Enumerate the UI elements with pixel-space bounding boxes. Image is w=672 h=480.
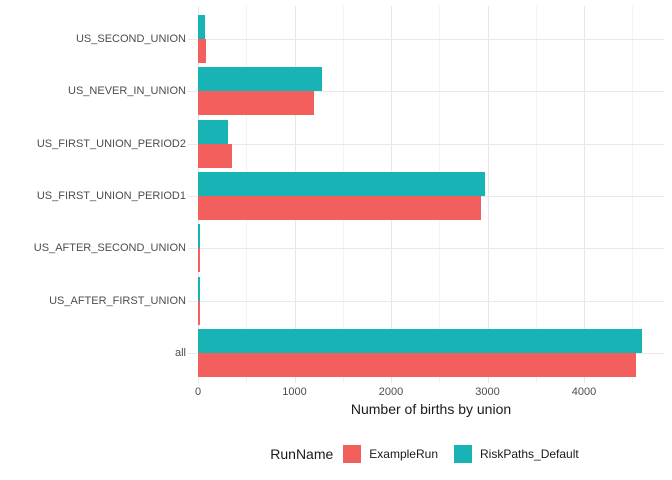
bar-riskpaths_default bbox=[198, 15, 205, 39]
grid-line-vertical-major bbox=[487, 6, 489, 383]
y-axis-label: US_AFTER_SECOND_UNION bbox=[33, 242, 186, 254]
y-axis-label: US_FIRST_UNION_PERIOD1 bbox=[36, 190, 186, 202]
bar-riskpaths_default bbox=[198, 67, 322, 91]
grid-line-vertical-major bbox=[584, 6, 585, 383]
grid-line-horizontal bbox=[188, 144, 664, 145]
legend-swatch bbox=[343, 445, 362, 463]
x-axis-tick-label: 2000 bbox=[378, 386, 404, 398]
legend-item-label: ExampleRun bbox=[369, 447, 438, 461]
legend-title: RunName bbox=[270, 446, 334, 462]
legend-item-label: RiskPaths_Default bbox=[480, 447, 579, 461]
y-axis-label: US_SECOND_UNION bbox=[75, 33, 186, 45]
x-axis-title: Number of births by union bbox=[350, 401, 512, 417]
bar-examplerun bbox=[198, 248, 200, 272]
legend-item: RiskPaths_Default bbox=[454, 445, 579, 463]
x-axis-tick-label: 4000 bbox=[571, 386, 597, 398]
bar-riskpaths_default bbox=[198, 277, 200, 301]
x-axis-tick-label: 1000 bbox=[282, 386, 307, 398]
bar-riskpaths_default bbox=[198, 224, 200, 248]
grid-line-horizontal bbox=[188, 248, 664, 249]
y-axis-label: US_AFTER_FIRST_UNION bbox=[49, 295, 186, 307]
y-axis: US_SECOND_UNION US_NEVER_IN_UNION US_FIRST… bbox=[0, 0, 186, 390]
plot-panel bbox=[188, 6, 664, 383]
bar-examplerun bbox=[198, 196, 481, 220]
bar-examplerun bbox=[198, 301, 200, 325]
bar-examplerun bbox=[198, 91, 314, 115]
bar-examplerun bbox=[198, 353, 637, 377]
grid-line-vertical-minor bbox=[535, 6, 537, 383]
y-axis-label: US_NEVER_IN_UNION bbox=[68, 85, 186, 97]
legend-item: ExampleRun bbox=[343, 445, 438, 463]
grid-line-vertical-minor bbox=[632, 6, 634, 383]
x-axis-tick-label: 3000 bbox=[475, 386, 500, 398]
grid-line-horizontal bbox=[188, 39, 664, 40]
legend-items: ExampleRun RiskPaths_Default bbox=[343, 445, 579, 463]
legend-swatch bbox=[454, 445, 472, 463]
bar-riskpaths_default bbox=[198, 120, 228, 144]
bar-examplerun bbox=[198, 144, 232, 168]
grid-line-horizontal bbox=[188, 91, 664, 92]
legend: RunName ExampleRun RiskPaths_Default bbox=[185, 443, 664, 465]
bar-riskpaths_default bbox=[198, 329, 642, 353]
grid-line-horizontal bbox=[188, 301, 664, 302]
bar-riskpaths_default bbox=[198, 172, 486, 196]
bar-examplerun bbox=[198, 39, 207, 63]
y-axis-label: all bbox=[174, 347, 186, 359]
y-axis-label: US_FIRST_UNION_PERIOD2 bbox=[36, 138, 186, 150]
